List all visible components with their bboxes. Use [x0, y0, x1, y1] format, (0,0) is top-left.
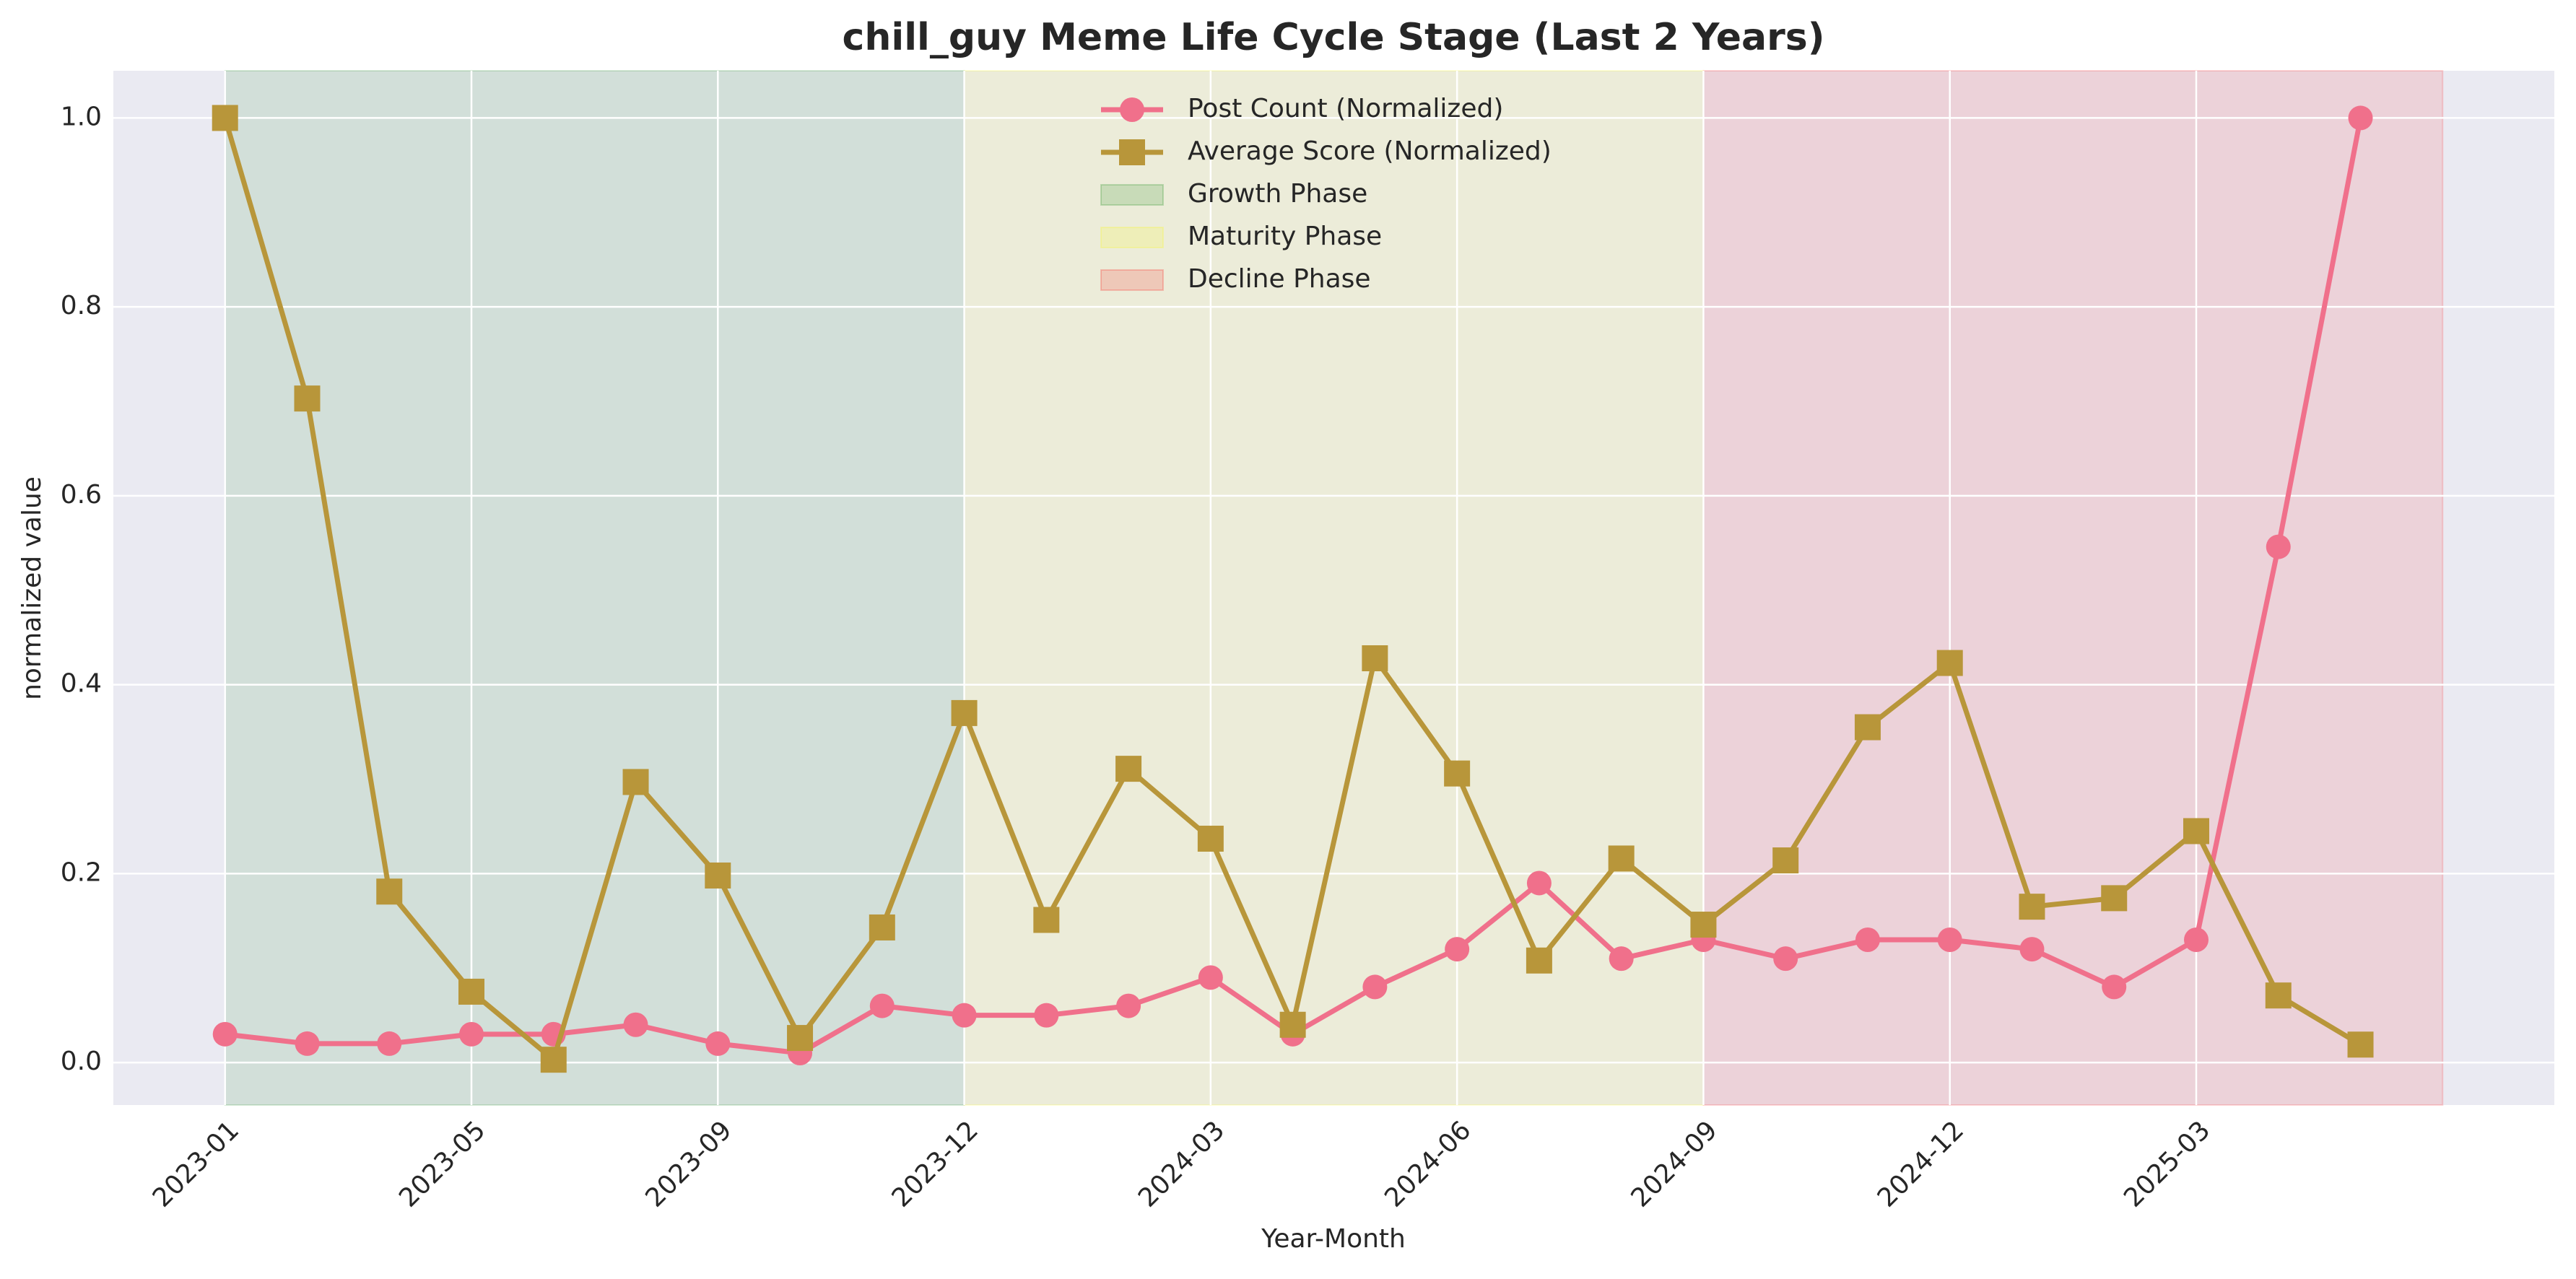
data-point: [458, 978, 485, 1005]
y-tick-label: 1.0: [61, 102, 102, 131]
data-point: [2019, 937, 2045, 962]
data-point: [1198, 965, 1223, 990]
data-point: [2019, 894, 2045, 920]
legend-marker: [1120, 97, 1144, 122]
y-tick-label: 0.8: [61, 291, 102, 320]
data-point: [1773, 946, 1798, 972]
data-point: [1772, 847, 1799, 874]
legend-label: Growth Phase: [1188, 179, 1367, 209]
x-axis-label: Year-Month: [1261, 1224, 1406, 1254]
y-tick-label: 0.4: [61, 669, 102, 699]
data-point: [705, 1031, 731, 1056]
data-point: [2348, 105, 2373, 131]
y-tick-label: 0.0: [61, 1047, 102, 1076]
data-point: [1033, 907, 1060, 933]
data-point: [1690, 912, 1717, 938]
data-point: [1936, 650, 1963, 676]
data-point: [1526, 870, 1552, 896]
y-tick-label: 0.6: [61, 480, 102, 510]
legend-label: Maturity Phase: [1188, 222, 1382, 251]
data-point: [2265, 982, 2292, 1009]
data-point: [1197, 825, 1224, 852]
data-point: [1362, 645, 1388, 671]
data-point: [295, 1031, 320, 1056]
data-point: [2102, 974, 2127, 1000]
data-point: [459, 1021, 484, 1047]
legend-label: Average Score (Normalized): [1188, 136, 1552, 166]
data-point: [212, 1021, 238, 1047]
data-point: [1362, 974, 1388, 1000]
y-tick-label: 0.2: [61, 857, 102, 887]
data-point: [787, 1025, 814, 1052]
legend-label: Decline Phase: [1188, 264, 1371, 294]
data-point: [1444, 760, 1471, 787]
data-point: [869, 914, 895, 940]
data-point: [1526, 947, 1552, 974]
chart-title: chill_guy Meme Life Cycle Stage (Last 2 …: [843, 16, 1825, 59]
data-point: [2183, 927, 2209, 952]
data-point: [1445, 937, 1470, 962]
data-point: [869, 993, 895, 1018]
y-axis-label: normalized value: [17, 476, 47, 700]
data-point: [540, 1047, 567, 1073]
data-point: [622, 769, 649, 795]
data-point: [1855, 927, 1880, 952]
data-point: [294, 385, 321, 412]
phase-region: [963, 70, 1705, 1106]
legend-label: Post Count (Normalized): [1188, 94, 1503, 123]
legend-patch: [1100, 184, 1164, 206]
data-point: [1608, 845, 1635, 872]
data-point: [1609, 946, 1634, 972]
data-point: [377, 1031, 402, 1056]
data-point: [951, 699, 978, 726]
data-point: [705, 862, 731, 889]
data-point: [1854, 714, 1881, 741]
data-point: [1937, 927, 1962, 952]
legend-marker: [1119, 139, 1145, 165]
phase-region: [224, 70, 965, 1106]
data-point: [952, 1003, 977, 1028]
legend-patch: [1100, 227, 1164, 248]
legend-patch: [1100, 269, 1164, 291]
plot-background: [113, 71, 2554, 1105]
data-point: [2183, 818, 2209, 844]
data-point: [2347, 1031, 2374, 1058]
data-point: [1034, 1003, 1059, 1028]
data-point: [2101, 885, 2128, 912]
data-point: [1279, 1011, 1306, 1038]
data-point: [623, 1012, 648, 1037]
data-point: [212, 105, 238, 131]
data-point: [1116, 993, 1141, 1018]
phase-region: [1702, 70, 2444, 1106]
data-point: [1115, 756, 1142, 782]
data-point: [2266, 534, 2291, 559]
data-point: [376, 878, 403, 905]
